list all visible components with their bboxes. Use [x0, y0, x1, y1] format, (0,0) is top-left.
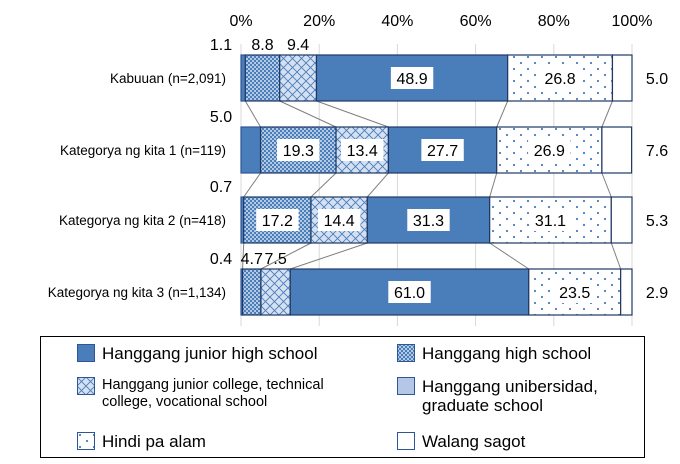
data-label-bg — [390, 67, 434, 89]
data-label-bg — [388, 281, 431, 303]
bar-segment — [610, 196, 633, 244]
x-tick-label: 20% — [303, 13, 335, 30]
data-label: 14.4 — [324, 213, 355, 230]
data-label-bg — [529, 209, 572, 231]
bar-segment — [240, 126, 262, 174]
connector-line — [310, 172, 337, 198]
x-tick-label: 60% — [460, 13, 492, 30]
legend-swatch — [77, 344, 95, 362]
data-label-bg — [528, 139, 571, 161]
data-label: 0.4 — [210, 251, 232, 268]
legend-label: Hanggang high school — [422, 344, 592, 363]
data-label: 48.9 — [396, 71, 427, 88]
legend-swatch — [77, 432, 95, 450]
legend-label: Hindi pa alam — [102, 432, 206, 451]
bar-segment — [241, 268, 262, 316]
data-label: 8.8 — [251, 37, 273, 54]
data-label-bg — [256, 209, 299, 231]
connector-line — [366, 172, 389, 198]
category-label: Kategorya ng kita 1 (n=119) — [60, 143, 226, 158]
data-label-bg — [553, 281, 596, 303]
data-label: 23.5 — [559, 285, 590, 302]
data-label: 2.9 — [646, 285, 668, 302]
data-label: 0.7 — [210, 179, 232, 196]
x-tick-label: 40% — [381, 13, 413, 30]
connector-line — [316, 100, 389, 128]
data-label: 7.5 — [264, 251, 286, 268]
category-label: Kategorya ng kita 3 (n=1,134) — [48, 285, 226, 300]
connector-line — [489, 172, 498, 198]
bar-segment — [601, 126, 633, 174]
legend-swatch — [397, 432, 415, 450]
connector-line — [496, 100, 509, 128]
data-label-bg — [341, 139, 384, 161]
connector-line — [244, 100, 261, 128]
data-label-bg — [407, 209, 450, 231]
data-label-bg — [421, 139, 464, 161]
legend-label: Hanggang unibersidad, graduate school — [422, 377, 598, 415]
legend-swatch — [397, 377, 415, 395]
data-label: 4.7 — [241, 251, 263, 268]
legend-item: Hindi pa alam — [77, 432, 206, 451]
data-label: 61.0 — [394, 285, 425, 302]
connector-line — [610, 242, 622, 270]
bar-segment — [260, 268, 291, 316]
legend-item: Hanggang junior college, technical colle… — [77, 377, 324, 411]
bar-segment — [279, 54, 318, 102]
data-label: 5.0 — [210, 109, 232, 126]
data-label: 17.2 — [262, 213, 293, 230]
bar-segment — [620, 268, 633, 316]
data-label-bg — [538, 67, 582, 89]
data-label: 1.1 — [210, 37, 232, 54]
connector-line — [489, 242, 530, 270]
x-tick-label: 100% — [612, 13, 653, 30]
data-label: 26.9 — [534, 143, 565, 160]
legend-item: Hanggang junior high school — [77, 344, 318, 363]
legend-swatch — [77, 377, 95, 395]
legend-item: Hanggang unibersidad, graduate school — [397, 377, 598, 415]
category-label: Kabuuan (n=2,091) — [110, 71, 226, 86]
data-label: 19.3 — [283, 143, 314, 160]
legend-label: Hanggang junior college, technical colle… — [102, 377, 324, 410]
data-label: 5.0 — [646, 71, 668, 88]
connector-line — [601, 172, 612, 198]
legend-item: Hanggang high school — [397, 344, 591, 363]
legend-label: Hanggang junior high school — [102, 344, 318, 363]
connector-line — [242, 242, 245, 270]
data-label: 26.8 — [544, 71, 575, 88]
bar-segment — [611, 54, 633, 102]
chart-legend: Hanggang junior high school Hanggang hig… — [40, 336, 645, 458]
data-label: 7.6 — [646, 143, 668, 160]
x-tick-label: 80% — [538, 13, 570, 30]
legend-label: Walang sagot — [422, 432, 526, 451]
bar-segment — [244, 54, 281, 102]
legend-swatch — [397, 344, 415, 362]
legend-item: Walang sagot — [397, 432, 525, 451]
connector-line — [260, 242, 312, 270]
connector-line — [290, 242, 368, 270]
category-label: Kategorya ng kita 2 (n=418) — [59, 213, 226, 228]
x-tick-label: 0% — [229, 13, 252, 30]
connector-line — [601, 100, 613, 128]
connector-line — [279, 100, 337, 128]
data-label-bg — [277, 139, 320, 161]
data-label: 31.1 — [535, 213, 566, 230]
data-label: 27.7 — [427, 143, 458, 160]
data-label-bg — [317, 209, 361, 231]
data-label: 31.3 — [413, 213, 444, 230]
connector-line — [243, 172, 261, 198]
data-label: 13.4 — [347, 143, 378, 160]
bar-segment — [240, 54, 246, 102]
data-label: 5.3 — [646, 213, 668, 230]
data-label: 9.4 — [287, 37, 309, 54]
